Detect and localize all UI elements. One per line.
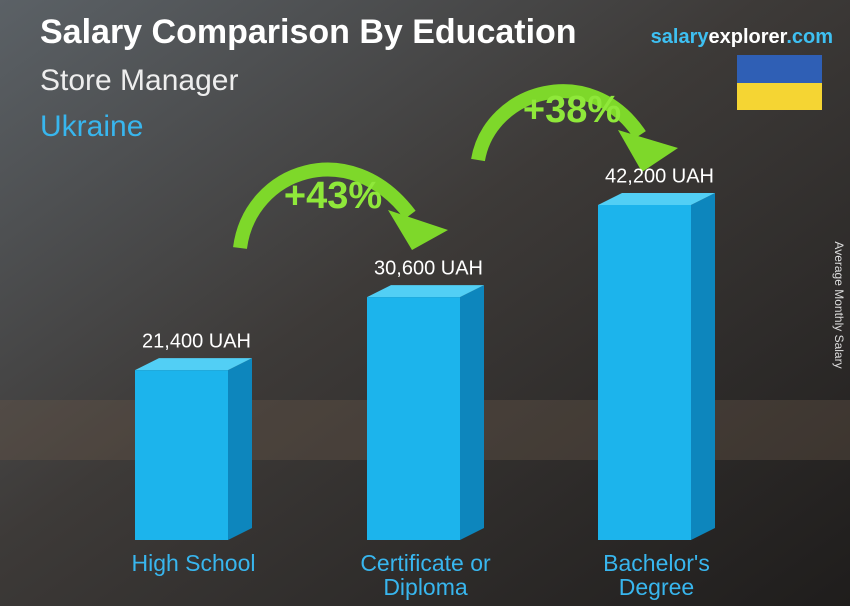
bar-side <box>460 285 484 540</box>
value-label: 21,400 UAH <box>142 330 251 352</box>
bar-side <box>228 358 252 540</box>
bar <box>598 205 691 540</box>
annotation: +38% <box>523 89 621 131</box>
bar-top <box>135 358 252 371</box>
arrow-head <box>388 210 448 250</box>
bar-side <box>691 193 715 540</box>
country: Ukraine <box>40 110 143 143</box>
value-label: 30,600 UAH <box>374 257 483 279</box>
bar-top <box>367 285 484 298</box>
y-axis-label: Average Monthly Salary <box>832 241 846 368</box>
arrow <box>233 162 416 250</box>
bar <box>135 370 228 540</box>
brand-part: explorer <box>708 26 787 48</box>
brand-part: .com <box>786 26 833 48</box>
arrow-head <box>618 130 678 172</box>
flag-blue <box>737 55 822 83</box>
chart-title: Salary Comparison By Education <box>40 13 577 51</box>
x-tick-label: Certificate or Diploma <box>360 550 491 600</box>
subtitle: Store Manager <box>40 64 238 97</box>
annotation: +43% <box>284 175 382 217</box>
bar <box>367 297 460 540</box>
flag-yellow <box>737 83 822 110</box>
brand: salaryexplorer.com <box>651 26 833 48</box>
arrow <box>471 84 646 162</box>
x-tick-label: Bachelor's Degree <box>603 550 710 600</box>
value-label: 42,200 UAH <box>605 165 714 187</box>
brand-part: salary <box>651 26 710 48</box>
x-tick-label: High School <box>131 550 256 576</box>
bar-top <box>598 193 715 205</box>
